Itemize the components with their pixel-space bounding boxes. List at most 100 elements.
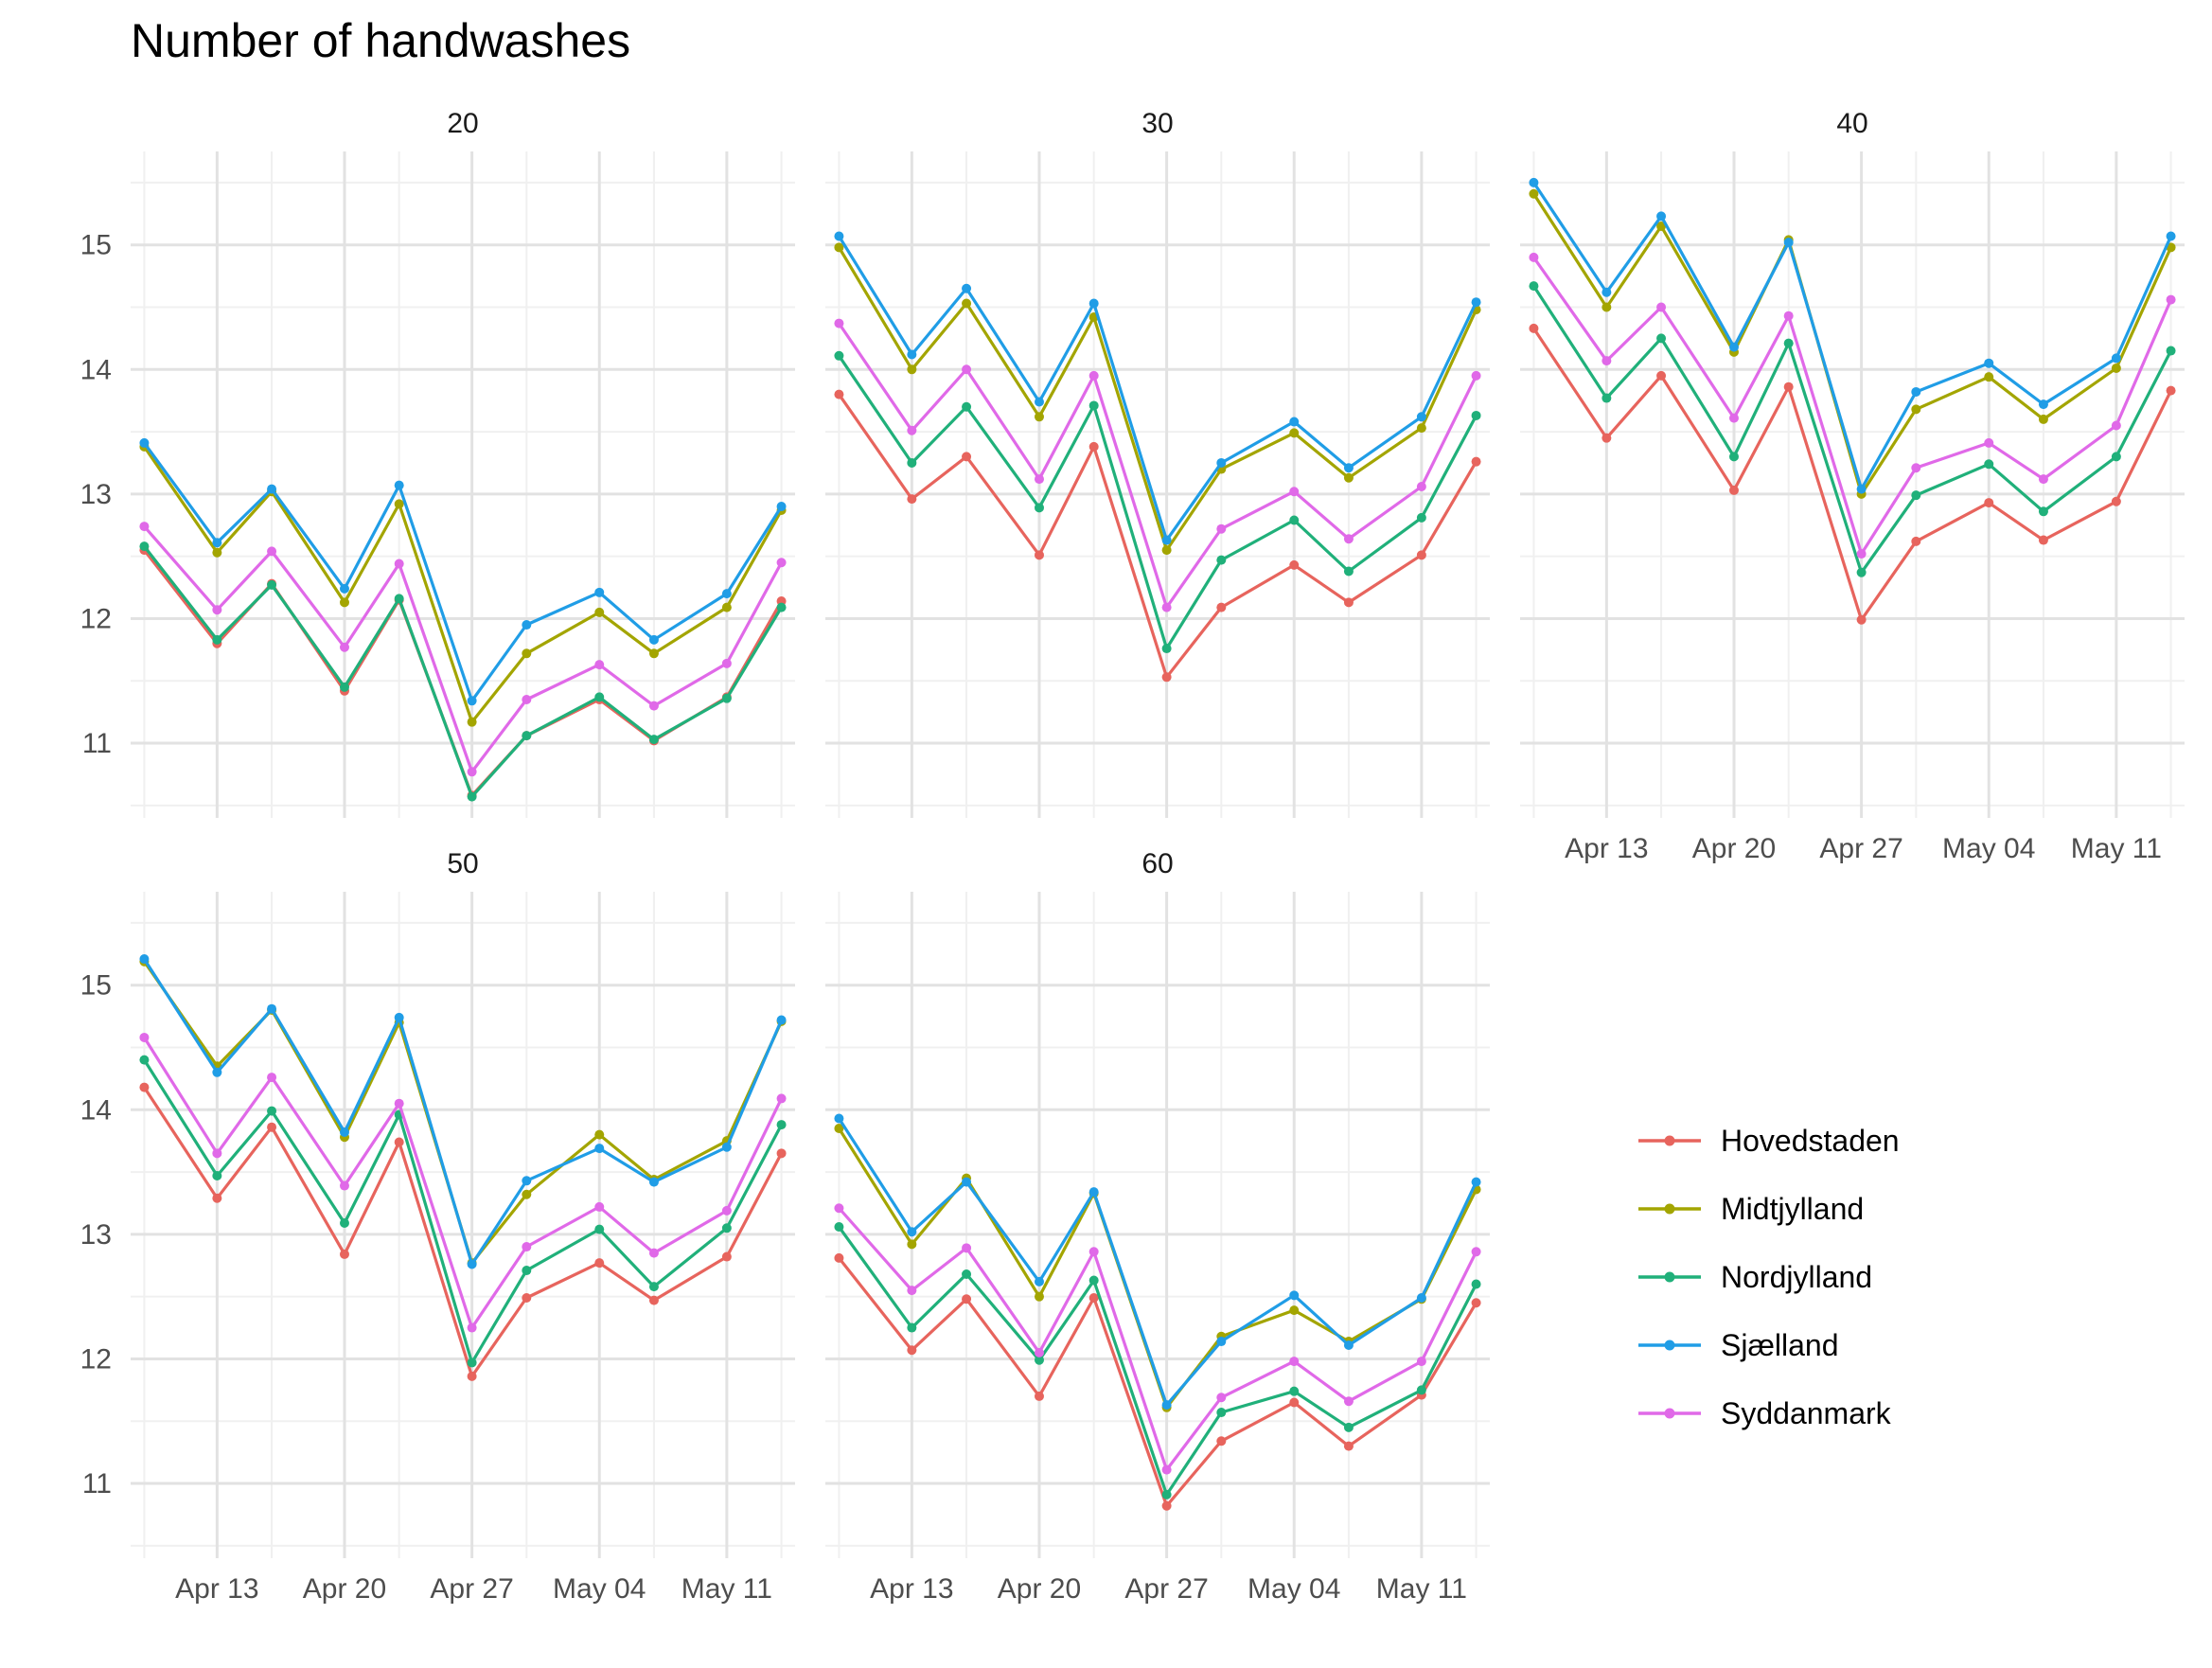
data-point xyxy=(1416,1385,1426,1395)
data-point xyxy=(907,425,917,435)
data-point xyxy=(267,484,277,494)
data-point xyxy=(139,1055,150,1065)
data-point xyxy=(776,558,787,568)
data-point xyxy=(721,1142,732,1152)
data-point xyxy=(962,1243,972,1253)
data-point xyxy=(1529,188,1539,199)
series-Sjælland xyxy=(139,954,787,1269)
data-point xyxy=(1161,545,1172,556)
data-point xyxy=(339,1249,349,1259)
data-point xyxy=(1471,1177,1481,1187)
series-line xyxy=(143,525,784,773)
data-point xyxy=(1783,311,1794,321)
data-point xyxy=(1984,498,1994,508)
panel-grid xyxy=(131,892,795,1558)
data-point xyxy=(2166,294,2176,305)
data-point xyxy=(1289,1357,1300,1367)
data-point xyxy=(1161,535,1172,545)
data-point xyxy=(776,502,787,512)
data-point xyxy=(339,597,349,608)
data-point xyxy=(1656,302,1667,312)
legend-label: Midtjylland xyxy=(1721,1192,1864,1226)
data-point xyxy=(721,602,732,612)
data-point xyxy=(394,559,404,569)
panel-60: 60 Apr 13 Apr 20 Apr 27 May 04 May 11 xyxy=(825,848,1490,1605)
data-point xyxy=(776,602,787,612)
data-point xyxy=(1088,298,1099,309)
data-point xyxy=(1471,1247,1481,1257)
data-point xyxy=(522,1266,532,1276)
data-point xyxy=(648,1248,659,1258)
data-point xyxy=(1161,1500,1172,1511)
data-point xyxy=(139,954,150,965)
y-tick-label: 12 xyxy=(80,603,112,634)
series-line xyxy=(143,1037,784,1330)
data-point xyxy=(1529,281,1539,292)
series-Midtjylland xyxy=(834,242,1481,556)
data-point xyxy=(1471,297,1481,308)
data-point xyxy=(1529,252,1539,262)
data-point xyxy=(139,1032,150,1042)
data-point xyxy=(1416,1357,1426,1367)
data-point xyxy=(1728,452,1739,462)
data-point xyxy=(1216,523,1227,534)
data-point xyxy=(1289,487,1300,497)
series-line xyxy=(1532,285,2173,575)
y-tick-label: 13 xyxy=(80,1219,112,1251)
series-Syddanmark xyxy=(834,1203,1481,1475)
data-point xyxy=(1289,515,1300,525)
data-point xyxy=(1343,1422,1354,1432)
x-tick-label: Apr 20 xyxy=(998,1573,1081,1605)
data-point xyxy=(1728,413,1739,423)
data-point xyxy=(1601,287,1612,297)
panel-50: 50 11 12 13 14 15 Apr 13 Apr 20 Apr 27 May 04 May … xyxy=(80,848,795,1605)
data-point xyxy=(212,1171,222,1181)
data-point xyxy=(1216,457,1227,468)
panel-grid xyxy=(825,151,1490,818)
x-tick-label: Apr 27 xyxy=(1819,833,1902,864)
data-point xyxy=(1088,370,1099,381)
data-point xyxy=(1529,323,1539,333)
data-point xyxy=(907,494,917,505)
series-line xyxy=(838,1226,1478,1497)
data-point xyxy=(1856,614,1867,625)
data-point xyxy=(212,1193,222,1203)
data-point xyxy=(522,648,532,659)
data-point xyxy=(1216,1393,1227,1403)
data-point xyxy=(1656,211,1667,222)
data-point xyxy=(1289,417,1300,427)
data-point xyxy=(1728,342,1739,352)
data-point xyxy=(467,791,477,802)
x-tick-label: Apr 27 xyxy=(430,1573,513,1605)
series-Syddanmark xyxy=(834,318,1481,612)
data-point xyxy=(394,480,404,490)
legend-label: Sjælland xyxy=(1721,1328,1839,1362)
data-point xyxy=(2111,363,2121,373)
data-point xyxy=(1856,484,1867,494)
data-point xyxy=(1343,463,1354,473)
legend-key-point xyxy=(1664,1408,1675,1419)
data-point xyxy=(2038,414,2048,424)
x-tick-label: May 04 xyxy=(553,1573,646,1605)
panel-grid xyxy=(1520,151,2185,818)
data-point xyxy=(1601,356,1612,366)
data-point xyxy=(267,579,277,590)
series-Nordjylland xyxy=(834,350,1481,654)
panel-grid xyxy=(131,151,795,818)
data-point xyxy=(1601,393,1612,403)
data-point xyxy=(834,318,844,328)
legend-item: Hovedstaden xyxy=(1638,1124,1900,1158)
data-point xyxy=(907,364,917,375)
data-point xyxy=(2111,420,2121,431)
data-point xyxy=(1034,474,1044,485)
data-point xyxy=(594,692,605,702)
data-point xyxy=(594,1144,605,1154)
data-point xyxy=(522,1242,532,1252)
series-line xyxy=(838,1117,1478,1407)
legend-key-point xyxy=(1664,1135,1675,1146)
data-point xyxy=(522,1176,532,1186)
data-point xyxy=(212,1148,222,1159)
data-point xyxy=(907,1227,917,1237)
data-point xyxy=(594,1129,605,1140)
